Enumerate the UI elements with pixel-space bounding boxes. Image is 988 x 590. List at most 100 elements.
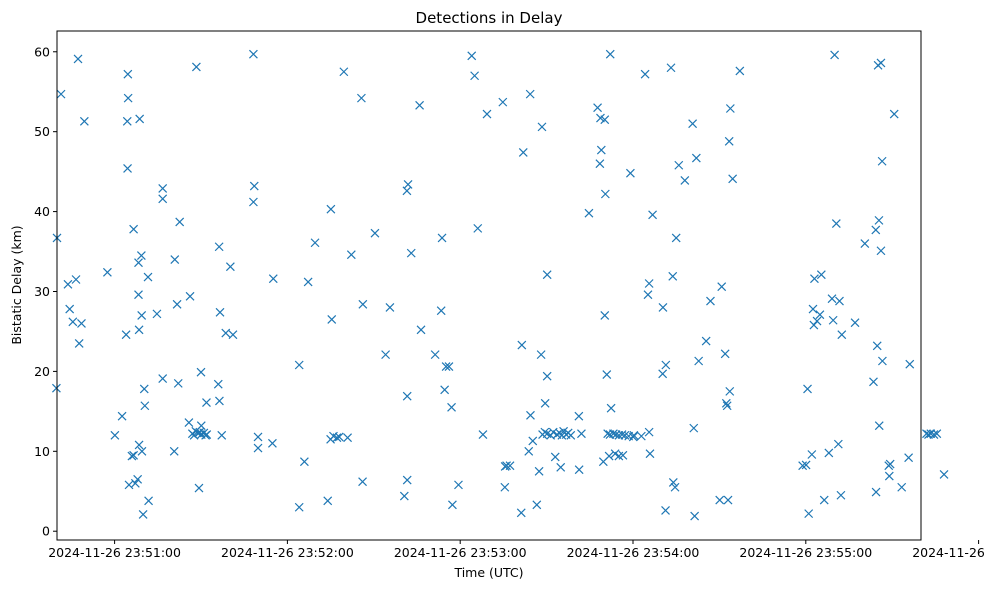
data-point <box>600 189 610 199</box>
data-point <box>416 325 426 335</box>
data-point <box>534 466 544 476</box>
data-point <box>326 204 336 214</box>
data-point <box>175 217 185 227</box>
data-point <box>939 470 949 479</box>
data-point <box>402 475 412 485</box>
data-point <box>605 49 615 59</box>
data-point <box>666 63 676 73</box>
data-point <box>473 223 483 233</box>
data-point <box>670 482 680 492</box>
data-point <box>158 194 168 204</box>
data-point <box>661 360 671 370</box>
data-point <box>574 411 584 421</box>
data-point <box>604 451 614 461</box>
data-point <box>643 290 653 300</box>
data-point <box>73 54 83 64</box>
data-point <box>339 67 349 77</box>
data-point <box>836 490 846 500</box>
data-point <box>835 296 844 306</box>
data-point <box>358 299 368 309</box>
data-point <box>542 371 552 381</box>
data-point <box>819 495 829 505</box>
data-point <box>532 500 542 510</box>
data-point <box>661 506 670 515</box>
data-point <box>196 367 206 377</box>
data-point <box>869 377 878 387</box>
x-tick-label: 2024-11-26 23:54:00 <box>567 545 700 560</box>
data-point <box>602 370 612 380</box>
data-point <box>201 430 211 440</box>
data-point <box>74 339 84 348</box>
data-point <box>194 483 204 493</box>
data-point <box>185 291 195 301</box>
data-point <box>65 304 75 314</box>
data-point <box>467 51 477 61</box>
data-point <box>68 317 78 327</box>
data-point <box>225 262 235 272</box>
data-point <box>524 446 534 456</box>
data-point <box>625 168 635 178</box>
data-point <box>877 356 887 366</box>
data-point <box>123 164 132 173</box>
y-tick-label: 30 <box>34 284 50 299</box>
data-point <box>447 500 457 510</box>
data-point <box>688 119 698 129</box>
data-point <box>640 69 650 79</box>
data-point <box>644 279 654 288</box>
data-point <box>644 427 654 437</box>
data-point <box>430 350 440 360</box>
data-point <box>134 440 144 450</box>
data-point <box>871 487 881 497</box>
data-point <box>606 403 616 413</box>
data-point <box>158 374 168 384</box>
data-point <box>138 510 148 519</box>
data-point <box>904 453 914 463</box>
data-point <box>191 62 201 72</box>
data-point <box>636 431 646 441</box>
data-point <box>127 451 137 461</box>
data-point <box>542 270 552 280</box>
data-point <box>415 100 425 110</box>
data-point <box>517 340 527 350</box>
data-point <box>801 460 811 470</box>
data-point <box>444 362 454 372</box>
data-point <box>810 274 819 284</box>
plot-area <box>51 30 949 541</box>
data-point <box>556 462 566 472</box>
data-point <box>596 145 606 155</box>
data-point <box>735 66 745 76</box>
data-point <box>478 430 488 439</box>
data-point <box>51 383 61 393</box>
data-point <box>77 319 86 328</box>
data-point <box>346 250 356 260</box>
data-point <box>922 429 931 439</box>
data-point <box>144 496 154 506</box>
data-point <box>249 181 259 191</box>
data-point <box>808 304 818 314</box>
data-point <box>381 350 391 360</box>
data-point <box>574 465 584 475</box>
data-point <box>831 219 841 228</box>
data-point <box>505 461 515 471</box>
data-point <box>889 109 899 119</box>
data-point <box>327 315 337 324</box>
data-point <box>310 238 320 248</box>
data-point <box>668 478 678 487</box>
data-point <box>173 378 183 388</box>
x-axis-label: Time (UTC) <box>453 565 523 580</box>
data-point <box>694 356 704 366</box>
data-point <box>370 228 380 238</box>
data-point <box>253 432 263 442</box>
data-point <box>221 328 231 338</box>
data-point <box>502 461 511 471</box>
plot-frame <box>56 30 922 541</box>
data-point <box>253 443 263 453</box>
data-point <box>872 341 882 351</box>
data-point <box>71 275 81 284</box>
data-point <box>217 430 227 440</box>
data-point <box>876 246 886 256</box>
data-point <box>721 398 731 408</box>
data-point <box>123 69 133 79</box>
data-point <box>402 391 412 401</box>
